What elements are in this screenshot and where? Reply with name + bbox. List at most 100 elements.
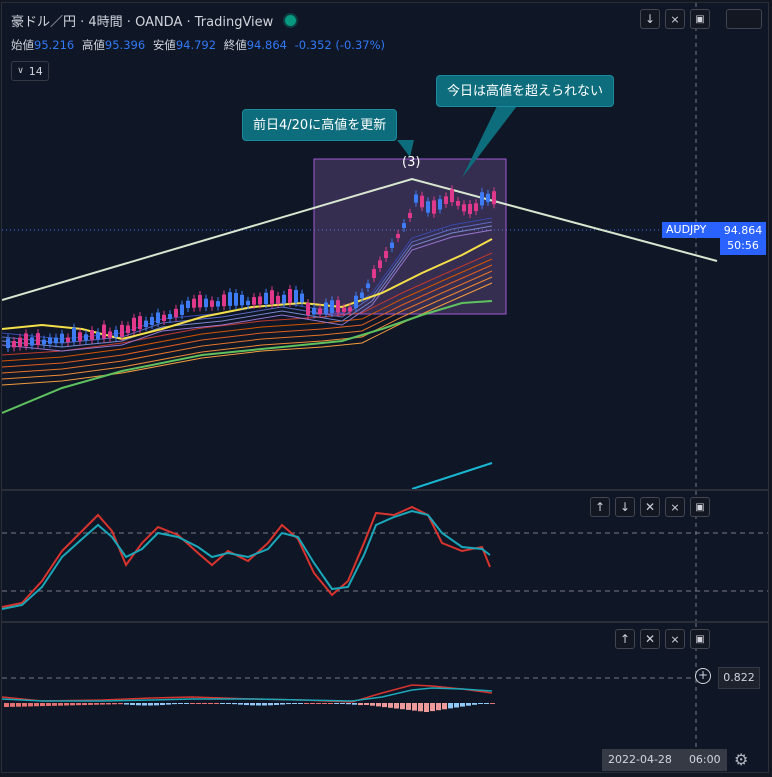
macd-histogram-bar xyxy=(490,703,495,704)
macd-histogram-bar xyxy=(178,703,183,704)
callout-previous-high[interactable]: 前日4/20に高値を更新 xyxy=(242,109,398,141)
macd-histogram-bar xyxy=(172,703,177,705)
callout-today-high[interactable]: 今日は高値を超えられない xyxy=(436,75,615,107)
macd-histogram-bar xyxy=(292,703,297,704)
low-value: 94.792 xyxy=(175,38,217,52)
macd-histogram-bar xyxy=(238,703,243,705)
chart-title: 豪ドル／円 · 4時間 · OANDA · TradingView xyxy=(11,11,297,30)
macd-histogram-bar xyxy=(28,703,33,707)
scroll-down-button[interactable]: ↓ xyxy=(640,9,660,29)
stochastic-pane[interactable]: ↑ ↓ ✕ ⨯ ▣ xyxy=(2,491,768,621)
candle-body xyxy=(432,200,436,214)
macd-histogram-bar xyxy=(388,703,393,708)
ema-fast-line xyxy=(2,229,493,352)
macd-collapse-button[interactable]: ⨯ xyxy=(665,629,685,649)
macd-histogram-bar xyxy=(16,703,21,707)
arrow-up-icon: ↑ xyxy=(594,500,606,514)
stoch-d-line xyxy=(2,509,491,610)
macd-histogram-bar xyxy=(196,703,201,704)
stoch-move-down-button[interactable]: ↓ xyxy=(615,497,635,517)
time-axis[interactable]: 2022-04-28 06:00 ⚙ xyxy=(2,748,768,772)
extra-button[interactable] xyxy=(726,9,762,29)
candle-body xyxy=(144,320,148,327)
macd-histogram-bar xyxy=(364,703,369,705)
macd-histogram-bar xyxy=(100,703,105,705)
candle-body xyxy=(300,293,304,303)
low-label: 安値 xyxy=(152,38,176,52)
collapse-button[interactable]: ⨯ xyxy=(665,9,685,29)
market-status-icon xyxy=(285,15,297,26)
candle-body xyxy=(228,292,232,306)
macd-move-up-button[interactable]: ↑ xyxy=(615,629,635,649)
candle-body xyxy=(294,289,298,303)
candle-body xyxy=(216,301,220,307)
stoch-close-button[interactable]: ✕ xyxy=(640,497,660,517)
price-pane[interactable]: (3) 豪ドル／円 · 4時間 · OANDA · TradingView 始値… xyxy=(2,3,768,489)
pane-divider[interactable] xyxy=(2,489,768,491)
macd-pane[interactable]: ↑ ✕ ⨯ ▣ + 0.822 xyxy=(2,623,768,748)
candle-body xyxy=(84,334,88,341)
candle-body xyxy=(120,324,124,337)
candle-body xyxy=(468,203,472,214)
symbol-title: 豪ドル／円 · 4時間 · OANDA · TradingView xyxy=(11,15,274,30)
macd-histogram-bar xyxy=(274,703,279,705)
add-alert-icon[interactable]: + xyxy=(695,668,711,684)
stoch-move-up-button[interactable]: ↑ xyxy=(590,497,610,517)
pane-divider[interactable] xyxy=(2,621,768,623)
ema-ribbon-line xyxy=(2,270,493,374)
candle-body xyxy=(378,260,382,268)
macd-histogram-bar xyxy=(268,703,273,706)
crosshair-time: 06:00 xyxy=(688,753,721,766)
ema-mid-line xyxy=(2,238,493,341)
macd-histogram-bar xyxy=(58,703,63,706)
gear-icon[interactable]: ⚙ xyxy=(734,750,749,769)
macd-histogram-bar xyxy=(346,703,351,705)
macd-histogram-bar xyxy=(118,703,123,705)
macd-histogram-bar xyxy=(418,703,423,712)
candle-body xyxy=(270,290,274,304)
candle-body xyxy=(462,204,466,212)
macd-histogram-bar xyxy=(184,703,189,704)
candle-body xyxy=(138,316,142,329)
macd-histogram-bar xyxy=(232,703,237,705)
candle-body xyxy=(414,194,418,203)
candle-body xyxy=(258,296,262,305)
candle-body xyxy=(204,298,208,308)
stochastic-chart[interactable] xyxy=(2,491,768,621)
macd-histogram-bar xyxy=(46,703,51,706)
macd-histogram-bar xyxy=(82,703,87,706)
macd-histogram-bar xyxy=(52,703,57,706)
macd-histogram-bar xyxy=(310,703,315,704)
macd-maximize-button[interactable]: ▣ xyxy=(690,629,710,649)
candle-body xyxy=(282,294,286,304)
maximize-button[interactable]: ▣ xyxy=(690,9,710,29)
macd-histogram-bar xyxy=(262,703,267,706)
maximize-icon: ▣ xyxy=(695,633,705,645)
candle-body xyxy=(90,330,94,340)
price-chart[interactable]: (3) xyxy=(2,3,768,489)
macd-chart[interactable] xyxy=(2,623,768,748)
macd-histogram-bar xyxy=(328,703,333,704)
macd-histogram-bar xyxy=(166,703,171,705)
ohlc-legend: 始値95.216 高値95.396 安値94.792 終値94.864 -0.3… xyxy=(11,37,389,53)
candle-body xyxy=(372,269,376,278)
macd-value: 0.822 xyxy=(723,671,755,684)
indicators-toggle-button[interactable]: ∨ 14 xyxy=(11,61,49,81)
candle-body xyxy=(306,303,310,315)
macd-histogram-bar xyxy=(226,703,231,704)
symbol-label: AUDJPY xyxy=(666,223,707,236)
crosshair-time-tag: 2022-04-28 06:00 xyxy=(602,749,727,771)
candle-body xyxy=(162,314,166,321)
macd-close-button[interactable]: ✕ xyxy=(640,629,660,649)
candle-body xyxy=(198,295,202,308)
macd-histogram-bar xyxy=(442,703,447,710)
macd-histogram-bar xyxy=(112,703,117,705)
stoch-maximize-button[interactable]: ▣ xyxy=(690,497,710,517)
collapse-icon: ⨯ xyxy=(670,632,680,646)
macd-histogram-bar xyxy=(304,703,309,704)
candle-body xyxy=(210,300,214,307)
candle-body xyxy=(312,307,316,315)
candle-body xyxy=(342,307,346,312)
candle-body xyxy=(486,193,490,203)
stoch-collapse-button[interactable]: ⨯ xyxy=(665,497,685,517)
